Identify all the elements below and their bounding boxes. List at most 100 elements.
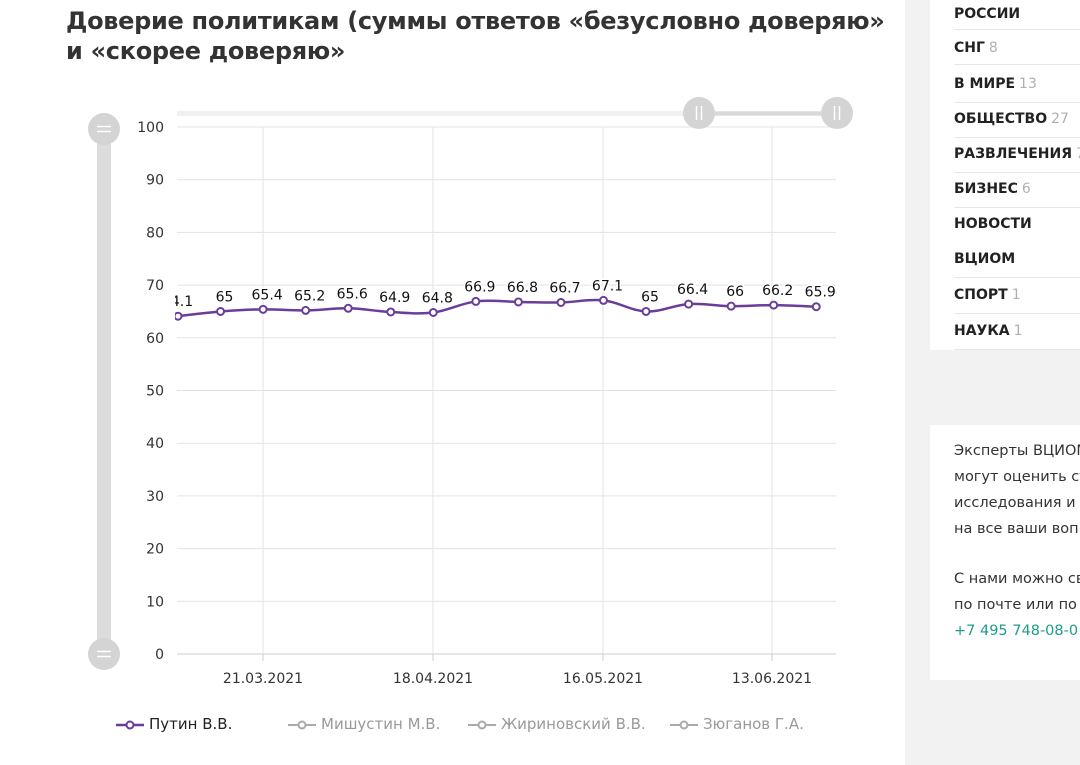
- category-label: ОБЩЕСТВО: [954, 111, 1048, 127]
- category-label: РАЗВЛЕЧЕНИЯ: [954, 146, 1072, 162]
- category-label: СНГ: [954, 40, 985, 56]
- scrollbar-top-handle[interactable]: [88, 113, 120, 145]
- legend-marker-icon: [468, 720, 496, 730]
- legend-label: Зюганов Г.А.: [703, 715, 804, 733]
- navigator-track: [177, 111, 836, 116]
- category-label: РОССИИ: [954, 6, 1021, 22]
- data-label: 65: [641, 289, 659, 305]
- data-point[interactable]: [428, 308, 438, 318]
- sidebar-category-item[interactable]: НАУКА 1: [954, 313, 1080, 350]
- data-point[interactable]: [556, 297, 566, 307]
- data-point[interactable]: [513, 297, 523, 307]
- sidebar-category-item[interactable]: СНГ 8: [954, 32, 1080, 65]
- y-tick-label: 50: [146, 384, 164, 400]
- y-tick-label: 70: [146, 278, 164, 294]
- data-label: 65: [216, 289, 234, 305]
- contact-text-line: исследования и с: [954, 495, 1080, 511]
- data-point[interactable]: [641, 306, 651, 316]
- y-tick-label: 90: [146, 173, 164, 189]
- data-label: 66.9: [464, 279, 495, 295]
- data-label: 66.2: [762, 283, 793, 299]
- data-point[interactable]: [386, 307, 396, 317]
- chart-title: Доверие политикам (суммы ответов «безусл…: [66, 6, 886, 66]
- series-line-putin: [177, 298, 817, 318]
- sidebar-category-item[interactable]: ОБЩЕСТВО 27: [954, 102, 1080, 138]
- chart-title-line-1: Доверие политикам (суммы ответов «безусл…: [66, 7, 885, 35]
- sidebar-category-item[interactable]: СПОРТ 1: [954, 277, 1080, 314]
- data-label: 65.2: [294, 288, 325, 304]
- data-point[interactable]: [175, 311, 183, 321]
- data-label: 65.9: [805, 285, 836, 301]
- legend-marker-icon: [116, 720, 144, 730]
- y-tick-label: 20: [146, 542, 164, 558]
- sidebar-spacer: [930, 385, 1080, 425]
- x-tick-label: 18.04.2021: [393, 671, 473, 687]
- contact-phone-link[interactable]: +7 495 748-08-0: [954, 623, 1079, 639]
- scrollbar-bottom-handle[interactable]: [88, 638, 120, 670]
- data-point[interactable]: [726, 301, 736, 311]
- category-label: НАУКА: [954, 323, 1010, 339]
- data-label: 66: [726, 284, 744, 300]
- data-label: 64.8: [422, 291, 453, 307]
- sidebar-category-item[interactable]: В МИРЕ 13: [954, 67, 1080, 103]
- category-count: 27: [1051, 111, 1069, 127]
- data-point[interactable]: [811, 302, 821, 312]
- category-count: 8: [988, 40, 998, 56]
- data-label: 65.6: [337, 286, 368, 302]
- data-point[interactable]: [769, 300, 779, 310]
- legend-label: Мишустин М.В.: [321, 715, 441, 733]
- data-point[interactable]: [471, 296, 481, 306]
- legend-label: Жириновский В.В.: [501, 715, 646, 733]
- category-label: БИЗНЕС: [954, 181, 1018, 197]
- data-point[interactable]: [258, 304, 268, 314]
- category-count: 6: [1021, 181, 1031, 197]
- y-tick-label: 100: [137, 120, 164, 136]
- data-point[interactable]: [301, 305, 311, 315]
- chart-title-line-2: и «скорее доверяю»: [66, 37, 346, 65]
- data-label: 66.4: [677, 282, 708, 298]
- y-tick-label: 30: [146, 489, 164, 505]
- sidebar-category-item[interactable]: РАЗВЛЕЧЕНИЯ70: [954, 137, 1080, 173]
- category-label: НОВОСТИ: [954, 216, 1032, 232]
- y-tick-label: 10: [146, 594, 164, 610]
- data-point[interactable]: [684, 299, 694, 309]
- legend-marker-icon: [288, 720, 316, 730]
- contact-text-line: на все ваши воп: [954, 521, 1079, 537]
- category-label: СПОРТ: [954, 287, 1008, 303]
- category-count: 70: [1076, 146, 1080, 162]
- chart-card: Доверие политикам (суммы ответов «безусл…: [0, 0, 905, 765]
- contact-card: Эксперты ВЦИОМ могут оценить ст исследов…: [930, 425, 1080, 680]
- category-count: 1: [1011, 287, 1021, 303]
- data-point[interactable]: [216, 306, 226, 316]
- data-label: 67.1: [592, 278, 623, 294]
- category-count: 1: [1013, 323, 1023, 339]
- legend-marker-icon: [670, 720, 698, 730]
- contact-text-line: могут оценить ст: [954, 469, 1080, 485]
- navigator-left-handle[interactable]: [683, 97, 715, 129]
- legend-label: Путин В.В.: [149, 715, 233, 733]
- x-tick-label: 21.03.2021: [223, 671, 303, 687]
- sidebar-category-item[interactable]: БИЗНЕС 6: [954, 172, 1080, 208]
- data-label: 65.4: [252, 287, 283, 303]
- contact-text-line: С нами можно св: [954, 571, 1080, 587]
- sidebar-category-item[interactable]: ВЦИОМ: [954, 242, 1080, 278]
- sidebar-category-item[interactable]: РОССИИ: [954, 0, 1080, 30]
- vertical-scrollbar-track[interactable]: [97, 129, 111, 654]
- data-label: 4.1: [171, 294, 193, 310]
- data-label: 66.8: [507, 280, 538, 296]
- navigator-right-handle[interactable]: [821, 97, 853, 129]
- x-tick-label: 16.05.2021: [563, 671, 643, 687]
- category-count: 13: [1019, 76, 1037, 92]
- data-point[interactable]: [599, 295, 608, 305]
- data-label: 66.7: [549, 280, 580, 296]
- data-label: 64.9: [379, 290, 410, 306]
- data-point[interactable]: [343, 303, 353, 313]
- y-tick-label: 60: [146, 331, 164, 347]
- y-tick-label: 40: [146, 436, 164, 452]
- y-tick-label: 0: [155, 647, 164, 663]
- contact-text-line: Эксперты ВЦИОМ: [954, 443, 1080, 459]
- category-label: В МИРЕ: [954, 76, 1016, 92]
- x-tick-label: 13.06.2021: [732, 671, 812, 687]
- sidebar-category-item[interactable]: НОВОСТИ: [954, 207, 1080, 242]
